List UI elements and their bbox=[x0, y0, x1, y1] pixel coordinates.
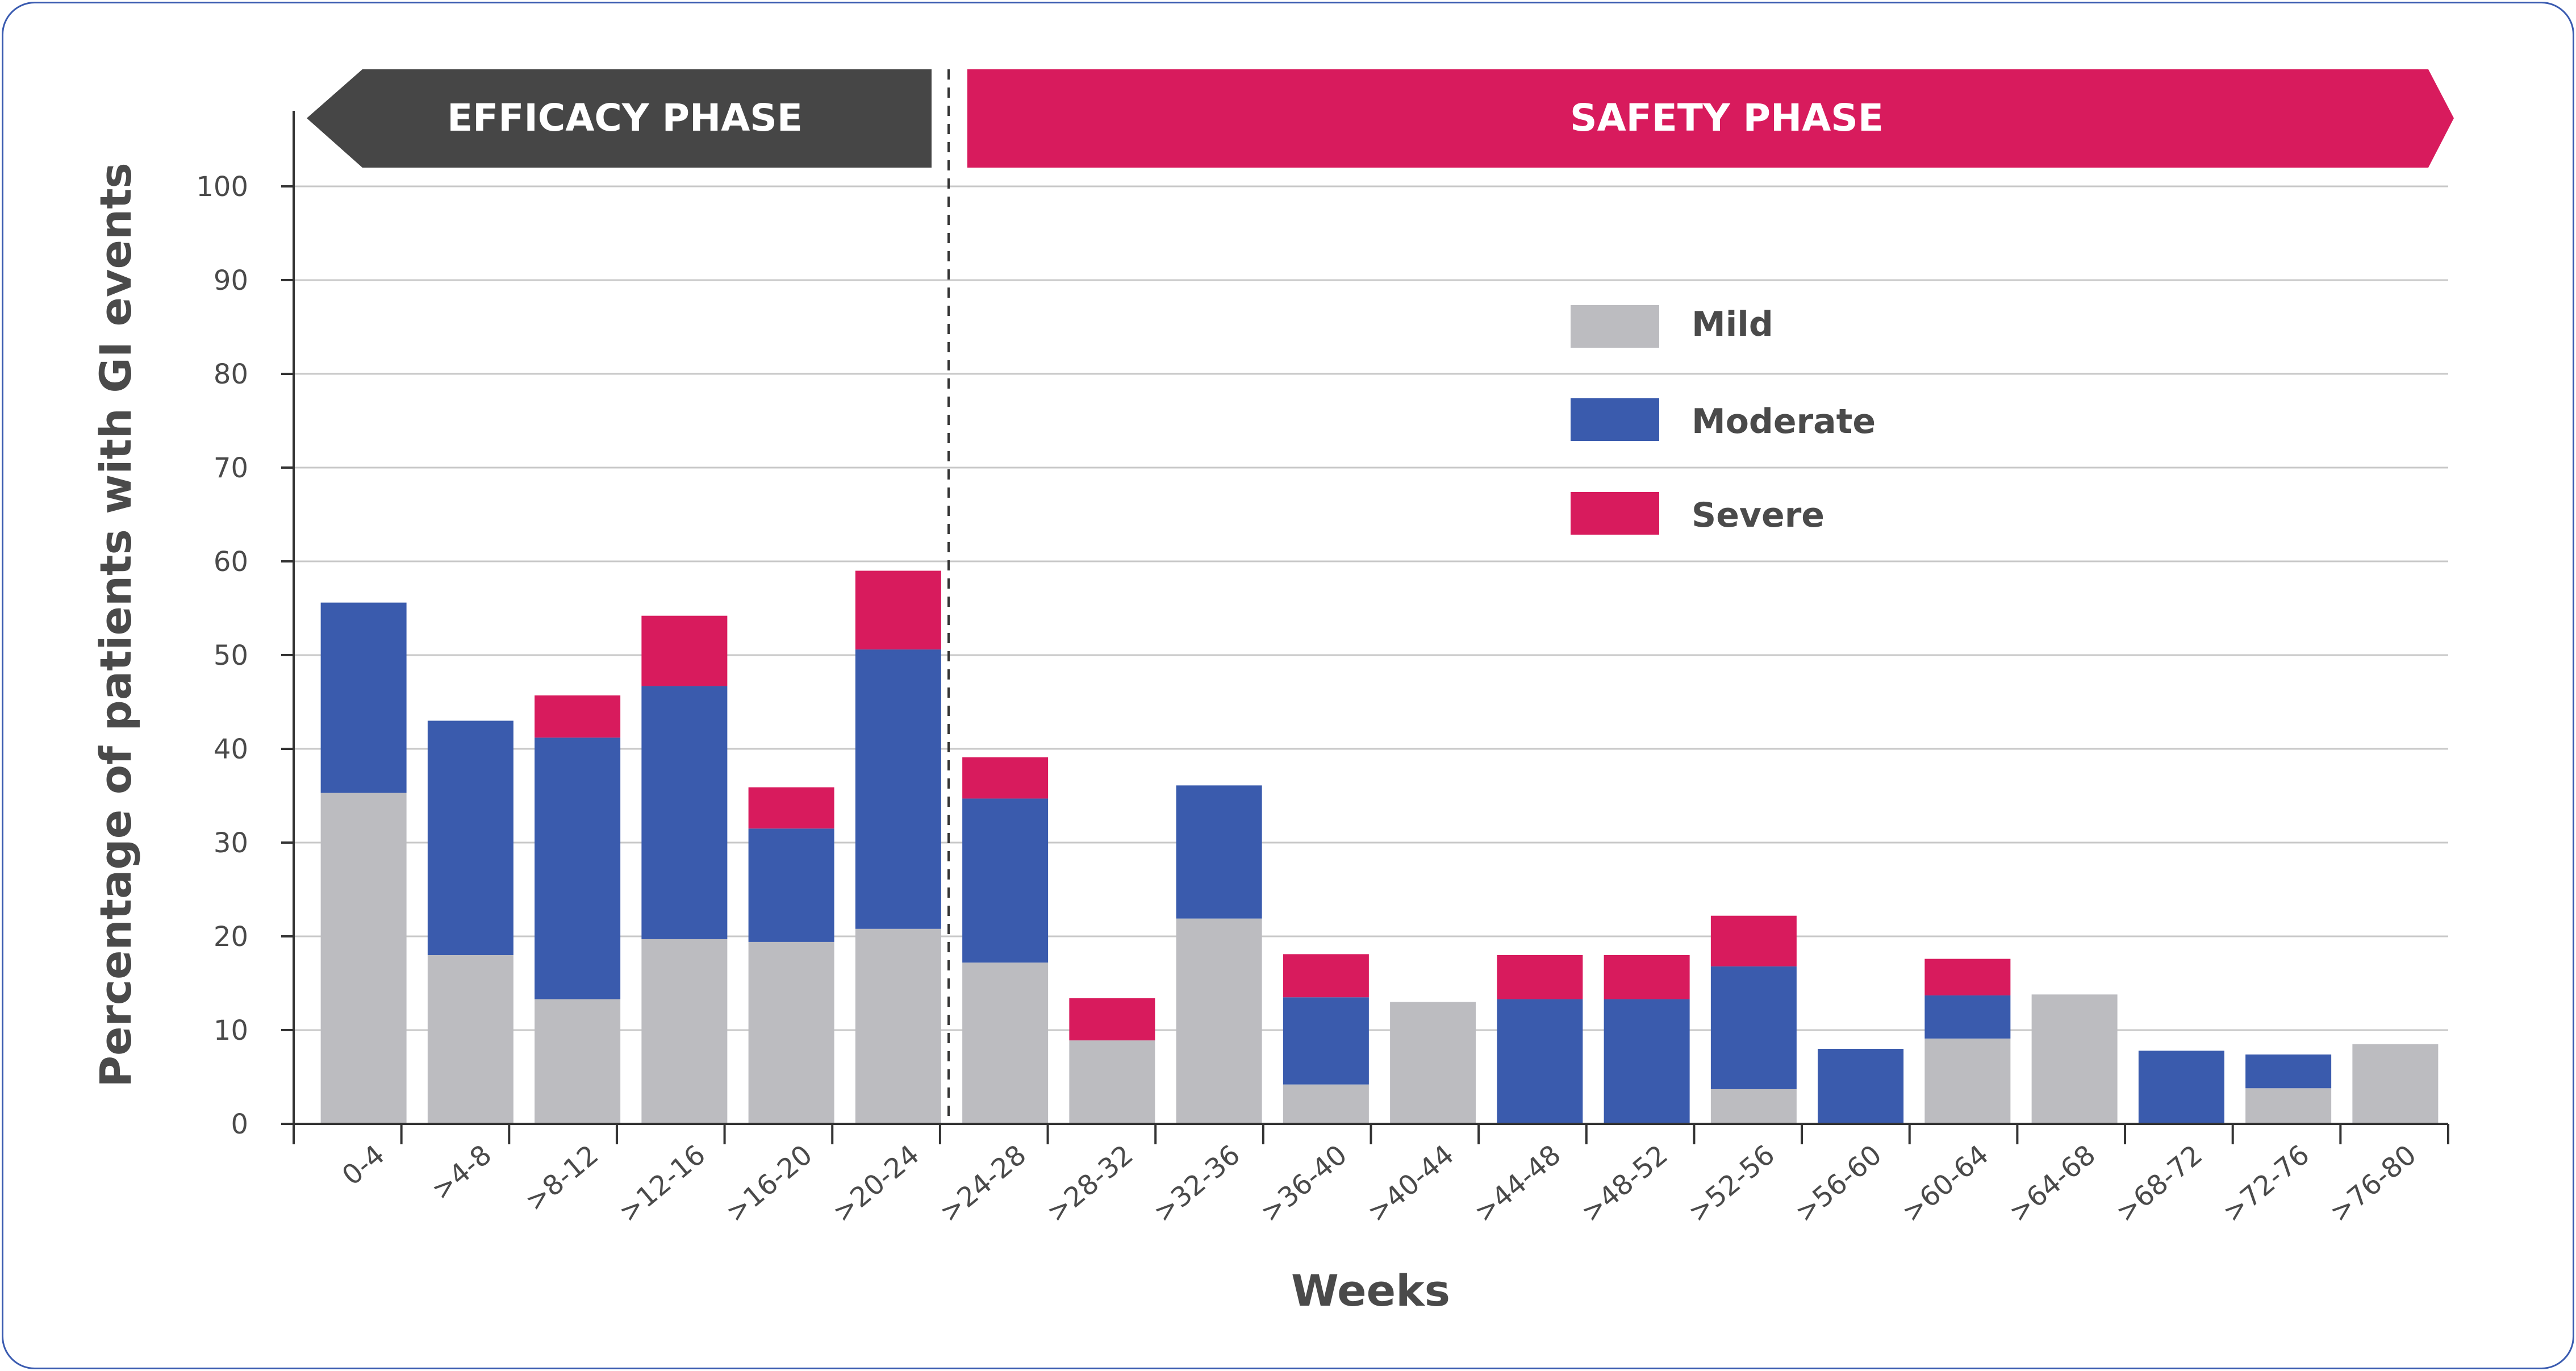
x-tick-label: >52-56 bbox=[1682, 1139, 1781, 1228]
x-tick-label: >68-72 bbox=[2110, 1139, 2208, 1228]
y-tick-label: 60 bbox=[214, 546, 248, 578]
bar-mild-5 bbox=[855, 928, 941, 1124]
bars bbox=[320, 570, 2439, 1124]
y-tick-label: 50 bbox=[214, 640, 248, 672]
y-tick-label: 70 bbox=[214, 452, 248, 484]
legend-swatch-severe bbox=[1571, 492, 1659, 535]
bar-severe-2 bbox=[535, 695, 621, 738]
x-tick-label: >28-32 bbox=[1041, 1139, 1139, 1228]
x-tick-label: >8-12 bbox=[519, 1139, 604, 1218]
safety-phase-banner bbox=[967, 69, 2454, 168]
x-tick-label: >4-8 bbox=[425, 1139, 498, 1206]
bar-moderate-13 bbox=[1710, 966, 1797, 1089]
bar-moderate-2 bbox=[535, 737, 621, 999]
bar-mild-19 bbox=[2352, 1044, 2439, 1124]
y-tick-label: 90 bbox=[214, 265, 248, 297]
bar-moderate-6 bbox=[962, 798, 1049, 963]
bar-mild-16 bbox=[2031, 994, 2118, 1124]
bar-moderate-15 bbox=[1924, 995, 2011, 1039]
y-tick-label: 10 bbox=[214, 1015, 248, 1047]
y-tick-label: 30 bbox=[214, 827, 248, 859]
bar-severe-9 bbox=[1283, 954, 1369, 998]
legend-label-severe: Severe bbox=[1692, 495, 1825, 535]
bar-moderate-0 bbox=[320, 602, 407, 793]
bar-moderate-14 bbox=[1818, 1049, 1904, 1124]
bar-mild-0 bbox=[320, 793, 407, 1124]
bar-moderate-3 bbox=[641, 686, 728, 939]
x-tick-label: 0-4 bbox=[336, 1139, 391, 1191]
bar-mild-10 bbox=[1390, 1002, 1476, 1124]
legend-label-mild: Mild bbox=[1692, 305, 1773, 344]
x-tick-label: >64-68 bbox=[2003, 1139, 2102, 1228]
bar-severe-12 bbox=[1604, 955, 1690, 999]
y-tick-label: 80 bbox=[214, 359, 248, 390]
bar-mild-6 bbox=[962, 962, 1049, 1124]
legend-label-moderate: Moderate bbox=[1692, 402, 1876, 441]
x-tick-label: >12-16 bbox=[613, 1139, 712, 1228]
bar-moderate-4 bbox=[748, 828, 834, 942]
x-tick-label: >20-24 bbox=[826, 1139, 925, 1228]
bar-severe-15 bbox=[1924, 959, 2011, 995]
bar-mild-3 bbox=[641, 939, 728, 1124]
x-tick-label: >60-64 bbox=[1896, 1139, 1995, 1228]
bar-moderate-5 bbox=[855, 649, 941, 929]
y-tick-label: 40 bbox=[214, 734, 248, 765]
bar-mild-18 bbox=[2245, 1088, 2332, 1124]
x-axis-ticks: 0-4 >4-8 >8-12 >12-16 >16-20 >20-24 >24-28 >28-… bbox=[293, 1124, 2449, 1229]
x-tick-label: >48-52 bbox=[1575, 1139, 1674, 1228]
y-tick-label: 100 bbox=[196, 171, 248, 203]
bar-mild-9 bbox=[1283, 1084, 1369, 1124]
bar-severe-13 bbox=[1710, 915, 1797, 966]
bar-severe-3 bbox=[641, 615, 728, 686]
x-tick-label: >44-48 bbox=[1468, 1139, 1567, 1228]
x-tick-label: >36-40 bbox=[1254, 1139, 1353, 1228]
legend: Mild Moderate Severe bbox=[1571, 305, 1876, 535]
bar-moderate-9 bbox=[1283, 997, 1369, 1085]
bar-severe-4 bbox=[748, 787, 834, 829]
y-tick-label: 0 bbox=[231, 1109, 248, 1140]
efficacy-phase-label: EFFICACY PHASE bbox=[447, 96, 803, 140]
bar-severe-7 bbox=[1069, 998, 1155, 1041]
bar-moderate-11 bbox=[1497, 999, 1583, 1124]
x-tick-label: >24-28 bbox=[934, 1139, 1033, 1228]
bar-moderate-1 bbox=[427, 720, 513, 955]
bar-moderate-18 bbox=[2245, 1054, 2332, 1089]
x-tick-label: >72-76 bbox=[2217, 1139, 2316, 1228]
bar-severe-6 bbox=[962, 757, 1049, 799]
x-tick-label: >32-36 bbox=[1147, 1139, 1246, 1228]
y-axis-title: Percentage of patients with GI events bbox=[90, 162, 141, 1087]
bar-mild-13 bbox=[1710, 1089, 1797, 1124]
bar-mild-15 bbox=[1924, 1038, 2011, 1124]
x-axis-title: Weeks bbox=[1291, 1265, 1450, 1316]
x-tick-label: >40-44 bbox=[1362, 1139, 1460, 1228]
bar-severe-11 bbox=[1497, 955, 1583, 999]
legend-swatch-moderate bbox=[1571, 398, 1659, 441]
x-tick-label: >16-20 bbox=[720, 1139, 819, 1228]
bar-severe-5 bbox=[855, 570, 941, 650]
legend-swatch-mild bbox=[1571, 305, 1659, 348]
bar-mild-4 bbox=[748, 941, 834, 1124]
bar-moderate-17 bbox=[2138, 1051, 2224, 1124]
bar-moderate-8 bbox=[1176, 785, 1262, 919]
x-tick-label: >76-80 bbox=[2324, 1139, 2423, 1228]
bar-mild-2 bbox=[535, 999, 621, 1124]
bar-moderate-12 bbox=[1604, 999, 1690, 1124]
x-tick-label: >56-60 bbox=[1789, 1139, 1888, 1228]
bar-mild-7 bbox=[1069, 1040, 1155, 1124]
y-tick-label: 20 bbox=[214, 921, 248, 953]
y-axis-ticks: 0 10 20 30 40 50 60 70 80 90 100 bbox=[196, 171, 294, 1140]
bar-mild-1 bbox=[427, 955, 513, 1124]
safety-phase-label: SAFETY PHASE bbox=[1570, 96, 1884, 140]
bar-mild-8 bbox=[1176, 918, 1262, 1124]
efficacy-phase-banner bbox=[307, 69, 932, 168]
